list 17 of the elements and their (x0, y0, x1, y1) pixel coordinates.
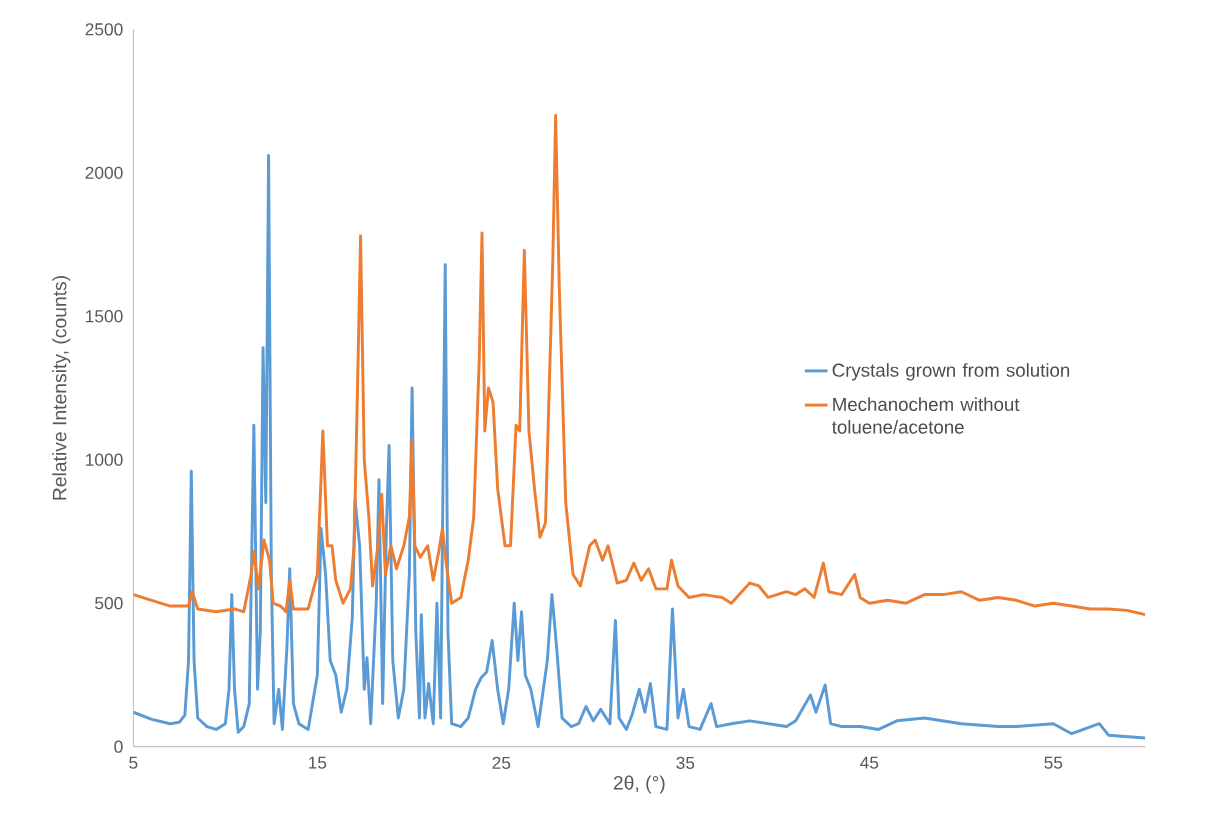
y-tick-label: 1500 (86, 310, 123, 323)
x-tick-label: 35 (676, 756, 695, 769)
x-axis-title: 2θ, (°) (613, 775, 665, 794)
legend-label: Crystals grown from solution (832, 363, 1070, 381)
y-tick-label: 500 (95, 597, 123, 610)
x-tick-label: 45 (860, 756, 879, 769)
x-tick-label: 5 (129, 756, 138, 769)
y-tick-label: 0 (114, 740, 123, 753)
x-tick-label: 15 (309, 756, 327, 769)
x-tick-label: 25 (492, 756, 511, 769)
line-series (133, 113, 1146, 617)
legend-label: Mechanochem without toluene/acetone (832, 397, 1020, 434)
y-tick-label: 1000 (86, 453, 123, 466)
x-tick-label: 55 (1044, 756, 1063, 769)
y-tick-label: 2500 (85, 23, 123, 36)
y-axis-title: Relative Intensity, (counts) (52, 276, 71, 500)
y-tick-label: 2000 (85, 166, 123, 179)
